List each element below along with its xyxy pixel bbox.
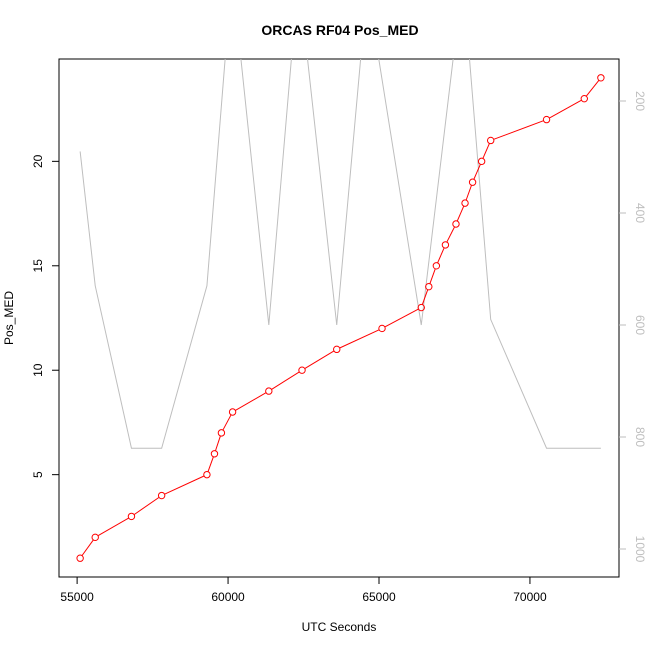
series-segment [493, 120, 544, 140]
series-segment [304, 350, 335, 369]
series-segment [465, 185, 472, 201]
y2-tick-label: 800 [633, 427, 647, 447]
series-segment [207, 456, 214, 472]
data-point [76, 554, 84, 562]
series-segment [482, 143, 490, 159]
y2-tick-label: 600 [633, 315, 647, 335]
series-segment [446, 226, 455, 243]
series-segment [339, 329, 380, 349]
data-point [417, 303, 425, 312]
series-segment [384, 308, 419, 328]
series-segment [585, 79, 600, 97]
series-segment [97, 517, 129, 537]
series-segment [271, 371, 300, 390]
y2-tick-label: 200 [633, 91, 647, 111]
y2-tick-label: 400 [633, 203, 647, 223]
y2-axis: 200 400 600 800 1000 [619, 91, 647, 563]
data-point [468, 178, 477, 186]
series-segment [235, 392, 267, 411]
data-point [425, 282, 433, 291]
data-point [127, 512, 136, 521]
series-segment [215, 435, 221, 451]
data-point [461, 199, 469, 207]
data-point [432, 262, 441, 270]
series-segment [549, 99, 582, 119]
y2-tick-label: 1000 [633, 536, 647, 563]
right-axis-series [79, 59, 601, 449]
data-point [203, 470, 211, 479]
data-point [580, 94, 588, 103]
left-axis-series [76, 74, 605, 562]
series-segment [421, 289, 429, 305]
series-segment [222, 414, 232, 431]
data-point [441, 241, 450, 249]
x-tick-label: 60000 [211, 590, 245, 604]
series-segment [473, 164, 481, 180]
data-point [157, 491, 166, 500]
y-tick-label: 10 [31, 363, 45, 377]
data-point [378, 324, 386, 333]
series-segment [164, 475, 205, 495]
series-segment [437, 247, 445, 264]
x-axis-label: UTC Seconds [302, 620, 377, 634]
data-point [217, 429, 226, 437]
series-line [79, 59, 601, 449]
x-tick-label: 55000 [60, 590, 94, 604]
data-point [597, 74, 605, 82]
data-point [486, 136, 495, 145]
data-point [298, 366, 306, 374]
x-tick-label: 65000 [362, 590, 396, 604]
data-point [542, 115, 551, 124]
y-axis-label: Pos_MED [2, 291, 16, 345]
data-point [265, 387, 273, 395]
data-point [452, 220, 460, 228]
plot-frame [58, 58, 620, 578]
data-point [228, 408, 237, 416]
y-tick-label: 15 [31, 259, 45, 273]
series-segment [429, 268, 436, 284]
series-segment [81, 539, 94, 556]
series-segment [456, 205, 465, 222]
y-axis: 5 10 15 20 [31, 154, 59, 478]
chart-title: ORCAS RF04 Pos_MED [261, 22, 418, 38]
data-point [477, 157, 486, 166]
data-point [91, 533, 99, 542]
x-tick-label: 70000 [513, 590, 547, 604]
data-point [333, 345, 341, 354]
y-tick-label: 20 [31, 154, 45, 168]
data-point [210, 450, 219, 458]
x-axis: 55000 60000 65000 70000 [60, 577, 547, 604]
series-segment [133, 496, 160, 516]
y-tick-label: 5 [31, 471, 45, 478]
